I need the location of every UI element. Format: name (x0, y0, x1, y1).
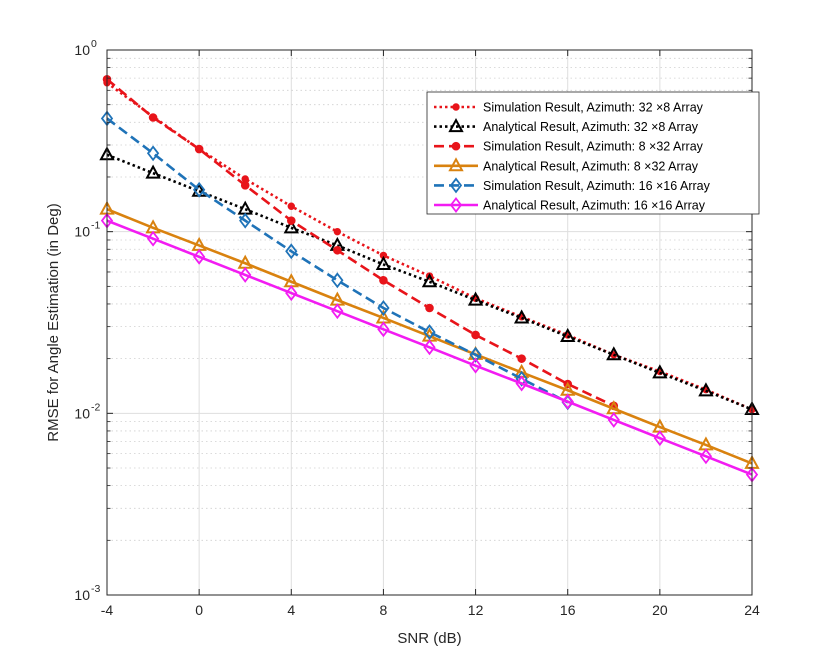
legend-entry: Simulation Result, Azimuth: 8 ×32 Array (434, 140, 704, 154)
data-point (698, 382, 714, 397)
data-point (423, 324, 436, 341)
legend-label: Analytical Result, Azimuth: 16 ×16 Array (483, 199, 706, 213)
y-tick-label: 10 (74, 42, 90, 58)
data-point (287, 202, 295, 210)
data-point (449, 177, 463, 194)
series-line (106, 78, 615, 407)
plot-frame (106, 49, 753, 596)
data-point (469, 346, 482, 363)
legend-label: Simulation Result, Azimuth: 8 ×32 Array (483, 140, 704, 154)
data-point (239, 266, 252, 283)
series-layer (99, 74, 760, 483)
y-tick-exponent: -2 (91, 401, 100, 413)
data-point (193, 248, 206, 265)
data-point (469, 357, 482, 374)
y-tick-exponent: -3 (91, 583, 100, 595)
data-point (194, 144, 204, 154)
data-point (285, 243, 298, 260)
data-point (449, 197, 463, 213)
series-line (106, 153, 753, 411)
data-point (652, 364, 668, 379)
data-point (607, 411, 620, 428)
x-tick-label: 12 (468, 602, 484, 618)
y-tick-exponent: -1 (91, 220, 100, 232)
data-point (699, 448, 713, 465)
legend-entry: Simulation Result, Azimuth: 16 ×16 Array (434, 177, 711, 194)
series-line (106, 219, 753, 476)
x-tick-label: 24 (744, 602, 760, 618)
data-point (377, 321, 390, 338)
data-point (239, 212, 252, 229)
y-tick-label: 10 (74, 224, 90, 240)
data-point (513, 309, 530, 324)
x-tick-label: 8 (380, 602, 388, 618)
legend-entry: Simulation Result, Azimuth: 32 ×8 Array (434, 101, 704, 115)
data-point (331, 272, 344, 289)
x-axis-label: SNR (dB) (397, 630, 461, 647)
data-point (448, 157, 464, 172)
data-point (515, 370, 528, 387)
data-point (375, 255, 392, 270)
x-tick-label: -4 (101, 602, 114, 618)
data-point (146, 145, 160, 162)
data-point (517, 354, 526, 363)
legend-entry: Analytical Result, Azimuth: 32 ×8 Array (434, 118, 699, 134)
legend-label: Simulation Result, Azimuth: 32 ×8 Array (483, 101, 704, 115)
x-tick-label: 4 (287, 602, 295, 618)
legend-label: Analytical Result, Azimuth: 32 ×8 Array (483, 120, 699, 134)
legend-entry: Analytical Result, Azimuth: 8 ×32 Array (434, 157, 699, 173)
data-point (333, 245, 342, 255)
x-tick-label: 20 (652, 602, 668, 618)
y-axis-label: RMSE for Angle Estimation (in Deg) (45, 203, 62, 441)
y-tick-label: 10 (74, 405, 90, 421)
legend-label: Analytical Result, Azimuth: 8 ×32 Array (483, 159, 699, 173)
data-point (471, 330, 480, 340)
x-tick-label: 0 (195, 602, 203, 618)
data-point (448, 118, 464, 133)
data-point (452, 103, 460, 111)
data-point (240, 180, 250, 190)
data-point (561, 393, 574, 410)
series-line (106, 207, 753, 465)
data-point (148, 113, 158, 122)
legend-label: Simulation Result, Azimuth: 16 ×16 Array (483, 179, 711, 193)
data-point (467, 291, 484, 306)
x-tick-label: 16 (560, 602, 576, 618)
legend: Simulation Result, Azimuth: 32 ×8 Array A… (426, 91, 760, 215)
data-point (283, 219, 299, 234)
data-point (451, 141, 461, 151)
data-point (285, 285, 298, 302)
data-point (331, 303, 344, 320)
data-point (146, 230, 160, 247)
data-point (286, 216, 296, 225)
data-point (606, 346, 622, 361)
data-point (333, 227, 342, 236)
data-point (425, 303, 434, 313)
data-point (421, 273, 438, 288)
legend-box (426, 91, 760, 215)
legend-entry: Analytical Result, Azimuth: 16 ×16 Array (434, 197, 706, 213)
y-tick-exponent: 0 (91, 38, 97, 50)
data-point (423, 339, 436, 356)
data-point (193, 181, 206, 198)
data-point (377, 300, 390, 316)
series (100, 110, 574, 411)
y-tick-label: 10 (74, 587, 90, 603)
data-point (515, 375, 528, 392)
data-point (653, 430, 666, 447)
data-point (145, 164, 161, 179)
series-line (106, 117, 569, 404)
data-point (379, 275, 388, 285)
data-point (560, 327, 576, 342)
